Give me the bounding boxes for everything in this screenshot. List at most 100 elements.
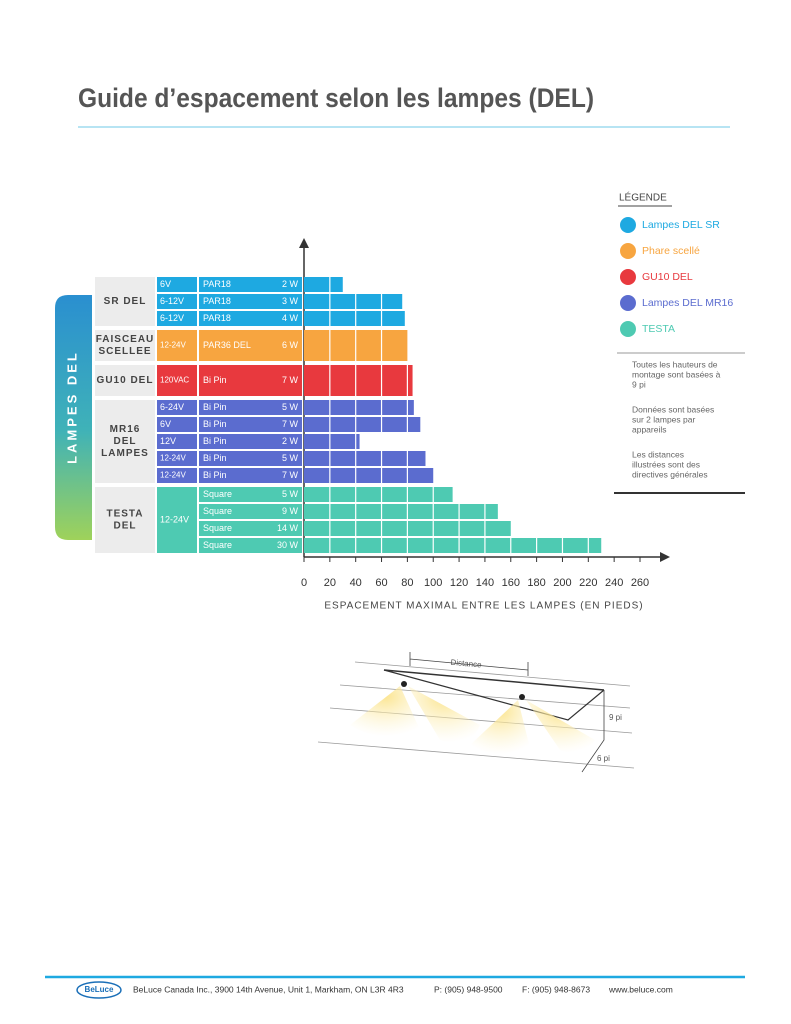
group-cell bbox=[95, 365, 155, 396]
lamp-cell bbox=[199, 521, 302, 536]
watt-label: 2 W bbox=[282, 436, 299, 446]
note-text: 9 pi bbox=[632, 379, 646, 389]
diagram-dim bbox=[581, 690, 605, 773]
footer-phone: P: (905) 948-9500 bbox=[434, 984, 503, 994]
x-tick-label: 0 bbox=[301, 577, 307, 589]
lamp-label: PAR18 bbox=[203, 296, 231, 306]
bar bbox=[304, 538, 602, 553]
note-text: Données sont basées bbox=[632, 404, 714, 414]
legend-swatch bbox=[620, 295, 636, 311]
x-tick-label: 40 bbox=[350, 577, 362, 589]
note-text: montage sont basées à bbox=[632, 369, 721, 379]
lamp-label: Square bbox=[203, 506, 232, 516]
side-band bbox=[55, 295, 92, 540]
x-tick-label: 20 bbox=[324, 577, 336, 589]
legend-label: Lampes DEL MR16 bbox=[642, 297, 733, 309]
lamp-label: PAR18 bbox=[203, 279, 231, 289]
lamp-label: Square bbox=[203, 540, 232, 550]
legend-title: LÉGENDE bbox=[619, 191, 667, 204]
x-tick-label: 140 bbox=[476, 577, 494, 589]
group-label: FAISCEAU bbox=[96, 334, 155, 345]
legend-label: TESTA bbox=[642, 323, 675, 335]
voltage-cell bbox=[157, 468, 197, 483]
bar bbox=[304, 417, 421, 432]
lamp-cell bbox=[199, 538, 302, 553]
diagram-rail bbox=[383, 669, 605, 721]
watt-label: 5 W bbox=[282, 453, 299, 463]
bar bbox=[304, 277, 343, 292]
group-label: MR16 bbox=[110, 424, 141, 435]
light-cone bbox=[408, 686, 480, 743]
watt-label: 2 W bbox=[282, 279, 299, 289]
voltage-label: 6-12V bbox=[160, 313, 184, 323]
lamp-label: PAR18 bbox=[203, 313, 231, 323]
x-tick-label: 80 bbox=[401, 577, 413, 589]
lamp-label: Bi Pin bbox=[203, 436, 227, 446]
light-cone bbox=[526, 700, 595, 754]
x-tick-label: 60 bbox=[375, 577, 387, 589]
x-tick-label: 220 bbox=[579, 577, 597, 589]
lamp-label: PAR36 DEL bbox=[203, 340, 251, 350]
x-axis-label: ESPACEMENT MAXIMAL ENTRE LES LAMPES (EN … bbox=[324, 601, 643, 612]
group-cell bbox=[95, 330, 155, 361]
lamp-label: Square bbox=[203, 489, 232, 499]
lamp-cell bbox=[199, 400, 302, 415]
diagram-line bbox=[317, 741, 635, 769]
bar bbox=[304, 434, 360, 449]
fixture bbox=[519, 694, 525, 700]
lamp-cell bbox=[199, 468, 302, 483]
voltage-cell bbox=[157, 487, 197, 553]
footer-address: BeLuce Canada Inc., 3900 14th Avenue, Un… bbox=[133, 984, 404, 994]
x-tick-label: 200 bbox=[553, 577, 571, 589]
group-label: TESTA bbox=[106, 509, 143, 520]
diagram-distance: Distance bbox=[450, 658, 482, 670]
group-label: SR DEL bbox=[104, 296, 147, 307]
logo-oval bbox=[76, 981, 122, 999]
legend-label: Lampes DEL SR bbox=[642, 219, 720, 231]
watt-label: 7 W bbox=[282, 470, 299, 480]
voltage-label: 12-24V bbox=[160, 514, 189, 524]
lamp-label: Square bbox=[203, 523, 232, 533]
voltage-label: 6V bbox=[160, 419, 171, 429]
bar bbox=[304, 504, 498, 519]
voltage-cell bbox=[157, 400, 197, 415]
x-axis-arrow bbox=[660, 552, 670, 562]
lamp-label: Bi Pin bbox=[203, 402, 227, 412]
lamp-cell bbox=[199, 417, 302, 432]
voltage-label: 12-24V bbox=[160, 341, 186, 350]
note-text: directives générales bbox=[632, 469, 708, 479]
note-text: appareils bbox=[632, 424, 667, 434]
bar bbox=[304, 294, 403, 309]
voltage-label: 12V bbox=[160, 436, 176, 446]
watt-label: 5 W bbox=[282, 402, 299, 412]
group-label: DEL bbox=[114, 436, 137, 447]
watt-label: 7 W bbox=[282, 375, 299, 385]
fixture bbox=[401, 681, 407, 687]
watt-label: 6 W bbox=[282, 340, 299, 350]
spacing-diagram bbox=[317, 652, 635, 773]
bar bbox=[304, 365, 413, 396]
watt-label: 4 W bbox=[282, 313, 299, 323]
bar bbox=[304, 451, 426, 466]
bar bbox=[304, 400, 414, 415]
lamp-cell bbox=[199, 451, 302, 466]
diagram-rail bbox=[383, 669, 605, 691]
note-text: Toutes les hauteurs de bbox=[632, 359, 718, 369]
voltage-cell bbox=[157, 277, 197, 292]
voltage-cell bbox=[157, 294, 197, 309]
lamp-label: Bi Pin bbox=[203, 453, 227, 463]
logo: BeLuce bbox=[85, 985, 114, 994]
legend-swatch bbox=[620, 269, 636, 285]
lamp-cell bbox=[199, 330, 302, 361]
voltage-label: 6-24V bbox=[160, 402, 184, 412]
light-cone bbox=[350, 686, 420, 737]
footer-web: www.beluce.com bbox=[608, 984, 673, 994]
x-tick-label: 260 bbox=[631, 577, 649, 589]
note-text: sur 2 lampes par bbox=[632, 414, 695, 424]
legend-swatch bbox=[620, 217, 636, 233]
lamp-cell bbox=[199, 504, 302, 519]
voltage-cell bbox=[157, 451, 197, 466]
watt-label: 5 W bbox=[282, 489, 299, 499]
lamp-label: Bi Pin bbox=[203, 470, 227, 480]
voltage-label: 120VAC bbox=[160, 376, 189, 385]
